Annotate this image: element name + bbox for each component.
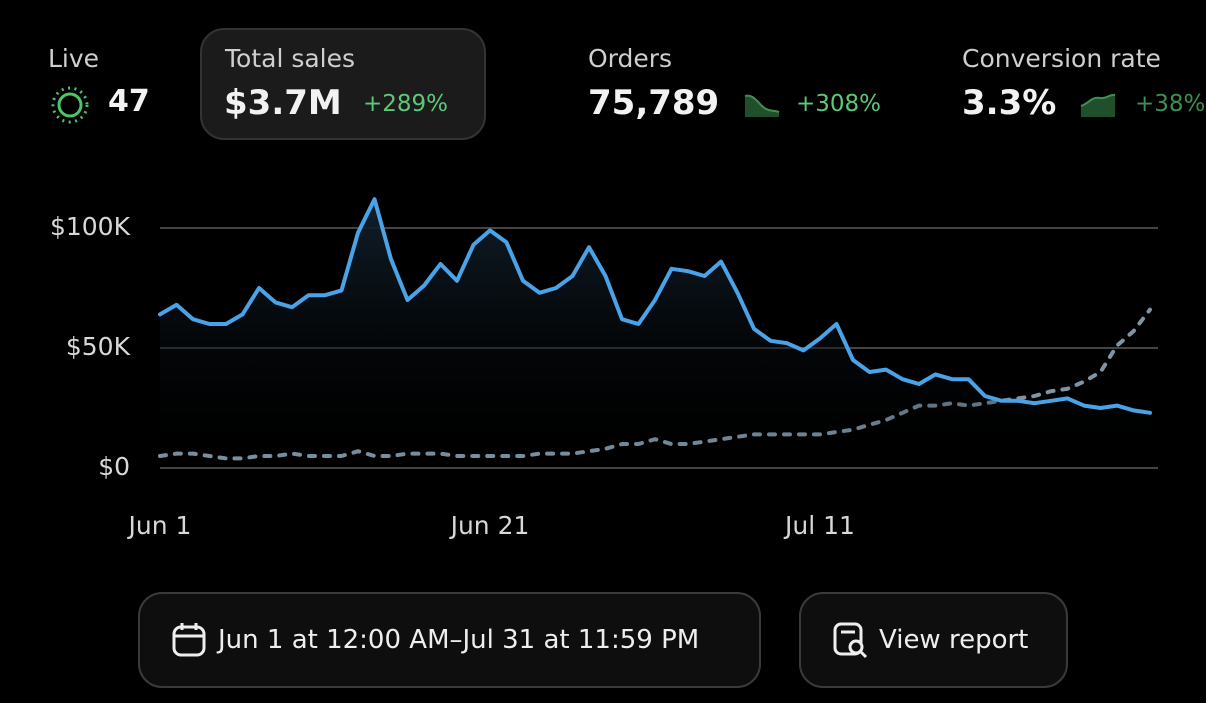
metric-value: 75,789 [588,83,720,123]
sales-line [158,197,1152,415]
selected-metric[interactable] [200,28,486,140]
y-tick-label: $0 [98,452,130,481]
report-icon [833,622,868,659]
x-tick-label: Jul 11 [783,511,855,540]
metric-label: Orders [588,44,673,73]
button-label: View report [879,625,1029,655]
metric-value: 47 [108,84,150,119]
metric-change: +308% [796,91,882,117]
metric-label: Total sales [225,44,356,73]
button-label: Jun 1 at 12:00 AM–Jul 31 at 11:59 PM [218,625,700,655]
calendar-icon [172,623,206,657]
x-tick-label: Jun 1 [127,511,192,540]
chart: $0 $50K $100K Jun 1 Jun 21 Jul 11 [50,197,1158,540]
metric-change: +289% [363,91,449,117]
metric-change: +38% [1135,91,1206,117]
sparkline [1080,93,1116,117]
y-tick-label: $100K [50,212,131,241]
y-tick-label: $50K [66,332,131,361]
area [160,199,1150,468]
x-tick-label: Jun 21 [449,511,530,540]
metric-label: Conversion rate [962,44,1161,73]
view-report-button[interactable]: View report [799,592,1068,688]
live-icon [51,86,89,124]
date-range-button[interactable]: Jun 1 at 12:00 AM–Jul 31 at 11:59 PM [138,592,761,688]
sparkline [744,94,780,117]
metric-value: $3.7M [224,83,342,123]
metric-label: Live [48,44,100,73]
metric-value: 3.3% [962,83,1057,123]
